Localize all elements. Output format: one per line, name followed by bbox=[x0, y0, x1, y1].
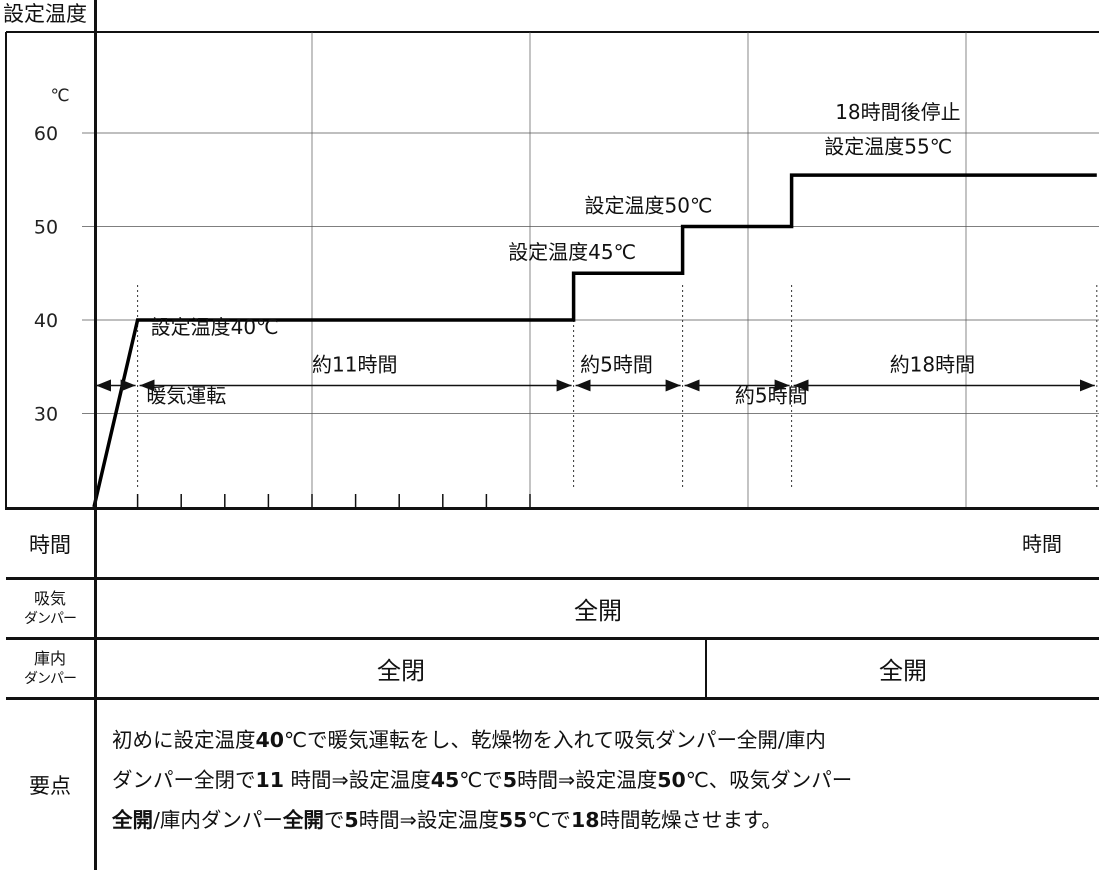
chart-annotation: 約5時間 bbox=[580, 352, 653, 376]
chart-annotation: 約5時間 bbox=[735, 383, 808, 407]
notes-segment: 50 bbox=[657, 768, 686, 792]
intake-damper-label-line1: 吸気 bbox=[33, 588, 66, 608]
notes-segment: ℃、吸気ダンパー bbox=[685, 768, 853, 792]
chart-annotation: 約11時間 bbox=[312, 352, 397, 376]
chart-title: 設定温度 bbox=[3, 2, 87, 26]
notes-segment: 11 bbox=[255, 768, 285, 792]
notes-segment: 5 bbox=[344, 808, 359, 832]
row-divider bbox=[6, 697, 1099, 700]
notes-segment: 40 bbox=[255, 728, 285, 752]
notes-segment: 5 bbox=[502, 768, 518, 792]
y-tick-label: 30 bbox=[34, 404, 58, 426]
notes-segment: で bbox=[323, 808, 345, 832]
intake-damper-label: 吸気 ダンパー bbox=[6, 580, 94, 637]
notes-segment: /庫内ダンパー bbox=[153, 808, 283, 832]
notes-segment: 時間⇒設定温度 bbox=[284, 768, 431, 792]
notes-segment: 時間乾燥させます。 bbox=[599, 808, 782, 832]
intake-damper-label-line2: ダンパー bbox=[24, 610, 77, 627]
chart-annotation: 約18時間 bbox=[890, 352, 975, 376]
table-top-border bbox=[6, 507, 1099, 510]
temperature-line bbox=[92, 173, 1097, 508]
y-tick-label: 60 bbox=[34, 123, 58, 145]
notes-segment: ダンパー全閉で bbox=[112, 768, 256, 792]
chart-annotation: 設定温度50℃ bbox=[585, 193, 713, 217]
row-divider bbox=[6, 637, 1099, 640]
inner-damper-split bbox=[705, 637, 707, 697]
notes-segment: ℃で bbox=[459, 768, 503, 792]
inner-damper-label-line2: ダンパー bbox=[24, 670, 77, 687]
notes-label: 要点 bbox=[29, 774, 71, 798]
row-divider bbox=[6, 577, 1099, 580]
inner-damper-value-left: 全閉 bbox=[377, 657, 425, 685]
time-unit-label: 時間 bbox=[1022, 532, 1062, 556]
y-tick-label: 40 bbox=[34, 310, 58, 332]
chart-annotation: 設定温度55℃ bbox=[824, 135, 952, 159]
notes-segment: 時間⇒設定温度 bbox=[358, 808, 499, 832]
notes-text: 初めに設定温度40℃で暖気運転をし、乾燥物を入れて吸気ダンパー全開/庫内ダンパー… bbox=[112, 720, 1097, 840]
notes-segment: 55 bbox=[498, 808, 528, 832]
notes-segment: 全開 bbox=[282, 808, 324, 832]
chart-annotation: 18時間後停止 bbox=[835, 100, 960, 124]
inner-damper-value-right: 全開 bbox=[879, 657, 927, 685]
notes-segment: 45 bbox=[430, 768, 460, 792]
notes-segment: ℃で bbox=[527, 808, 571, 832]
label-column-separator bbox=[94, 0, 97, 870]
temperature-chart: 30405060℃123456789102030設定温度40℃設定温度45℃設定… bbox=[5, 31, 1099, 510]
chart-annotation: 暖気運転 bbox=[146, 383, 226, 407]
notes-segment: 時間⇒設定温度 bbox=[517, 768, 658, 792]
chart-annotation: 設定温度40℃ bbox=[151, 315, 279, 339]
notes-segment: 18 bbox=[570, 808, 600, 832]
notes-segment: ℃で暖気運転をし、乾燥物を入れて吸気ダンパー全開/庫内 bbox=[284, 728, 826, 752]
intake-damper-value: 全開 bbox=[574, 597, 622, 625]
notes-segment: 全開 bbox=[112, 808, 153, 832]
notes-segment: 初めに設定温度 bbox=[112, 728, 256, 752]
y-tick-label: 50 bbox=[34, 217, 58, 239]
y-axis-unit: ℃ bbox=[50, 86, 69, 106]
time-row-label: 時間 bbox=[29, 532, 71, 557]
inner-damper-label: 庫内 ダンパー bbox=[6, 640, 94, 697]
inner-damper-label-line1: 庫内 bbox=[33, 648, 66, 668]
chart-annotation: 設定温度45℃ bbox=[508, 240, 636, 264]
